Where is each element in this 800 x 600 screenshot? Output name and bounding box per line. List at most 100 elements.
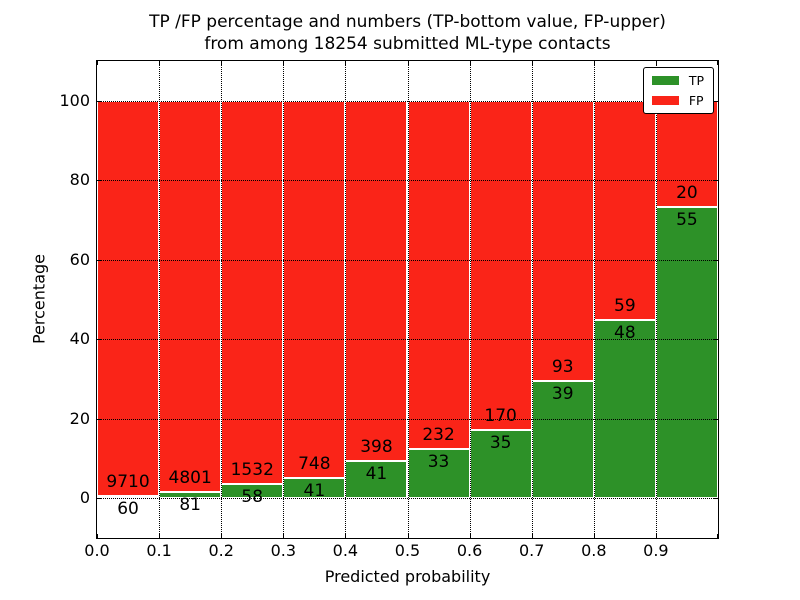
bar-segment-fp [221, 100, 284, 484]
fp-count-label: 59 [614, 295, 636, 316]
x-tick-label: 0.2 [208, 541, 234, 560]
x-tick-label: 0.6 [456, 541, 483, 560]
legend-label-fp: FP [688, 93, 704, 108]
legend-label-tp: TP [688, 73, 704, 88]
x-tick-label: 0.3 [270, 541, 297, 560]
y-tick-mark [714, 339, 718, 341]
tp-count-label: 39 [551, 383, 574, 404]
x-tick-mark [655, 534, 657, 538]
x-tick-label: 0.9 [643, 541, 669, 560]
bar-segment-tp [593, 319, 656, 499]
y-tick-mark [714, 180, 718, 182]
fp-count-label: 232 [422, 424, 455, 445]
bar-segment-fp [469, 100, 532, 431]
tp-count-label: 35 [489, 433, 512, 454]
fp-count-label: 398 [360, 437, 393, 458]
x-tick-mark [407, 61, 409, 65]
x-axis-label: Predicted probability [324, 567, 491, 586]
tp-count-label: 60 [117, 498, 139, 519]
chart-title-line-2: from among 18254 submitted ML-type conta… [204, 34, 611, 54]
v-gridline [283, 61, 285, 538]
y-tick-mark [97, 259, 101, 261]
x-tick-mark [593, 534, 595, 538]
v-gridline [593, 61, 595, 538]
x-tick-label: 0.8 [581, 541, 607, 560]
bar-segment-tp [97, 495, 160, 499]
bar-segment-fp [593, 100, 656, 320]
v-gridline [655, 61, 657, 538]
x-tick-mark [717, 61, 718, 65]
bar-segment-fp [531, 100, 594, 381]
v-gridline [221, 61, 223, 538]
bar-segment-tp [469, 430, 532, 499]
y-tick-label: 20 [69, 408, 90, 428]
x-tick-mark [531, 534, 533, 538]
fp-count-label: 9710 [106, 471, 150, 492]
x-tick-mark [345, 61, 347, 65]
y-tick-mark [714, 498, 718, 500]
x-tick-label: 0.1 [146, 541, 172, 560]
x-tick-mark [97, 534, 98, 538]
fp-count-label: 1532 [230, 459, 274, 480]
x-tick-mark [717, 534, 718, 538]
x-tick-mark [97, 61, 98, 65]
tp-count-label: 48 [614, 322, 636, 343]
legend-row-fp: FP [651, 93, 704, 108]
v-gridline [469, 61, 471, 538]
tp-count-label: 55 [676, 209, 698, 230]
plot-area: TP FP 9710 60 4801 81 1532 58 748 41 398 41 232 33 1… [96, 60, 719, 539]
x-tick-label: 0.5 [394, 541, 421, 560]
x-tick-mark [221, 534, 223, 538]
y-tick-mark [97, 100, 101, 102]
bar-segment-fp [407, 100, 470, 449]
legend-row-tp: TP [651, 73, 704, 88]
chart-title-line-1: TP /FP percentage and numbers (TP-bottom… [149, 12, 666, 32]
legend: TP FP [642, 67, 714, 114]
x-tick-mark [593, 61, 595, 65]
bar-segment-tp [531, 380, 594, 499]
x-tick-mark [345, 534, 347, 538]
tp-swatch-icon [651, 76, 679, 85]
y-tick-mark [97, 339, 101, 341]
tp-count-label: 81 [179, 494, 201, 515]
y-tick-label: 40 [69, 329, 90, 349]
fp-count-label: 20 [676, 182, 698, 203]
x-tick-label: 0.0 [84, 541, 110, 560]
x-tick-mark [469, 534, 471, 538]
y-tick-mark [97, 418, 101, 420]
x-tick-mark [283, 61, 285, 65]
x-tick-label: 0.4 [332, 541, 359, 560]
x-tick-mark [407, 534, 409, 538]
x-tick-mark [159, 534, 161, 538]
bar-segment-tp [655, 206, 718, 499]
y-tick-mark [714, 259, 718, 261]
tp-count-label: 58 [241, 486, 264, 507]
tp-count-label: 33 [427, 451, 450, 472]
fp-count-label: 93 [551, 356, 574, 377]
fp-count-label: 748 [298, 453, 331, 474]
fp-count-label: 4801 [168, 467, 212, 488]
bar-segment-tp [407, 448, 470, 499]
bar-segment-fp [159, 100, 222, 492]
v-gridline [159, 61, 161, 538]
v-gridline [345, 61, 347, 538]
tp-count-label: 41 [303, 480, 326, 501]
x-tick-mark [283, 534, 285, 538]
y-tick-mark [714, 100, 718, 102]
y-tick-label: 80 [69, 170, 90, 190]
x-tick-mark [655, 61, 657, 65]
bar-segment-fp [655, 100, 718, 207]
v-gridline [531, 61, 533, 538]
x-tick-mark [159, 61, 161, 65]
x-tick-label: 0.7 [518, 541, 545, 560]
x-tick-mark [221, 61, 223, 65]
bar-segment-fp [345, 100, 408, 462]
fp-swatch-icon [651, 96, 679, 105]
y-tick-label: 60 [69, 249, 90, 269]
x-tick-mark [469, 61, 471, 65]
y-tick-mark [97, 498, 101, 500]
x-tick-mark [531, 61, 533, 65]
bar-segment-fp [97, 100, 160, 496]
y-tick-mark [714, 418, 718, 420]
